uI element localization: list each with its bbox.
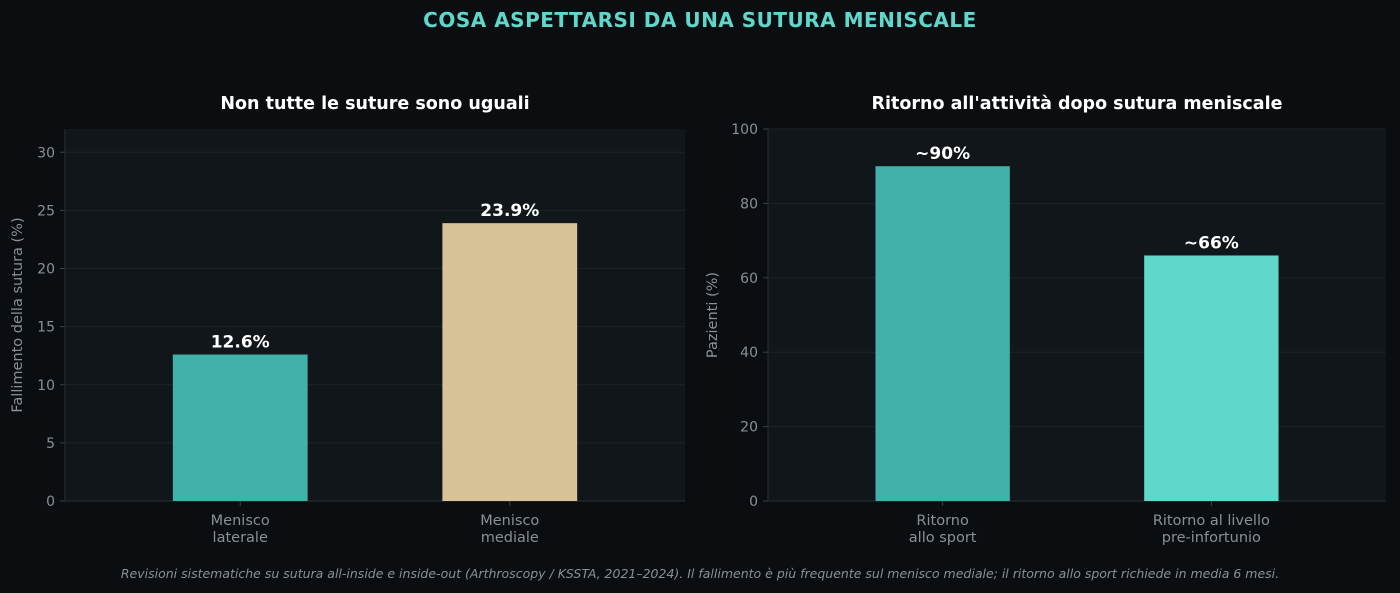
x-tick-label: Ritorno al livello pre-infortunio bbox=[1153, 513, 1270, 546]
y-tick-label: 10 bbox=[37, 378, 55, 394]
plot-area bbox=[768, 129, 1386, 501]
bar-value-label: 23.9% bbox=[480, 201, 539, 221]
plot-area bbox=[65, 129, 685, 501]
y-tick-label: 60 bbox=[740, 271, 758, 287]
y-tick-label: 20 bbox=[37, 262, 55, 278]
y-tick-label: 30 bbox=[37, 145, 55, 161]
bar bbox=[1144, 255, 1279, 501]
y-tick-label: 100 bbox=[731, 122, 758, 138]
y-tick-label: 20 bbox=[740, 420, 758, 436]
bar bbox=[172, 354, 308, 501]
bar-value-label: ~66% bbox=[1184, 233, 1239, 253]
failure-bar-chart: 0 5 10 15 20 25 30 12.6% Menisco laterale 23.9% Men… bbox=[10, 94, 685, 546]
bar-value-label: ~90% bbox=[915, 144, 970, 164]
y-tick-label: 80 bbox=[740, 196, 758, 212]
bar bbox=[875, 166, 1010, 501]
x-tick-label: Menisco laterale bbox=[211, 513, 270, 546]
chart-panel-return: 0 20 40 60 80 100 ~90% Ritorno allo sport ~66% Rit… bbox=[700, 88, 1400, 558]
y-axis-label: Pazienti (%) bbox=[705, 272, 721, 358]
x-tick-label: Menisco mediale bbox=[480, 513, 539, 546]
footnote: Revisioni sistematiche su sutura all-ins… bbox=[120, 566, 1280, 581]
y-tick-label: 25 bbox=[37, 203, 55, 219]
bar-value-label: 12.6% bbox=[211, 333, 270, 353]
chart-panel-failure: 0 5 10 15 20 25 30 12.6% Menisco laterale 23.9% Men… bbox=[0, 88, 700, 558]
chart-title: Non tutte le suture sono uguali bbox=[220, 94, 529, 114]
figure-title: COSA ASPETTARSI DA UNA SUTURA MENISCALE bbox=[423, 8, 977, 32]
y-tick-label: 0 bbox=[749, 494, 758, 510]
return-bar-chart: 0 20 40 60 80 100 ~90% Ritorno allo sport ~66% Rit… bbox=[705, 94, 1386, 546]
y-tick-label: 0 bbox=[46, 494, 55, 510]
y-tick-label: 5 bbox=[46, 436, 55, 452]
y-axis-label: Fallimento della sutura (%) bbox=[10, 217, 26, 412]
y-tick-label: 15 bbox=[37, 320, 55, 336]
y-tick-label: 40 bbox=[740, 345, 758, 361]
chart-title: Ritorno all'attività dopo sutura menisca… bbox=[872, 94, 1283, 114]
x-tick-label: Ritorno allo sport bbox=[909, 513, 977, 546]
bar bbox=[442, 223, 578, 501]
